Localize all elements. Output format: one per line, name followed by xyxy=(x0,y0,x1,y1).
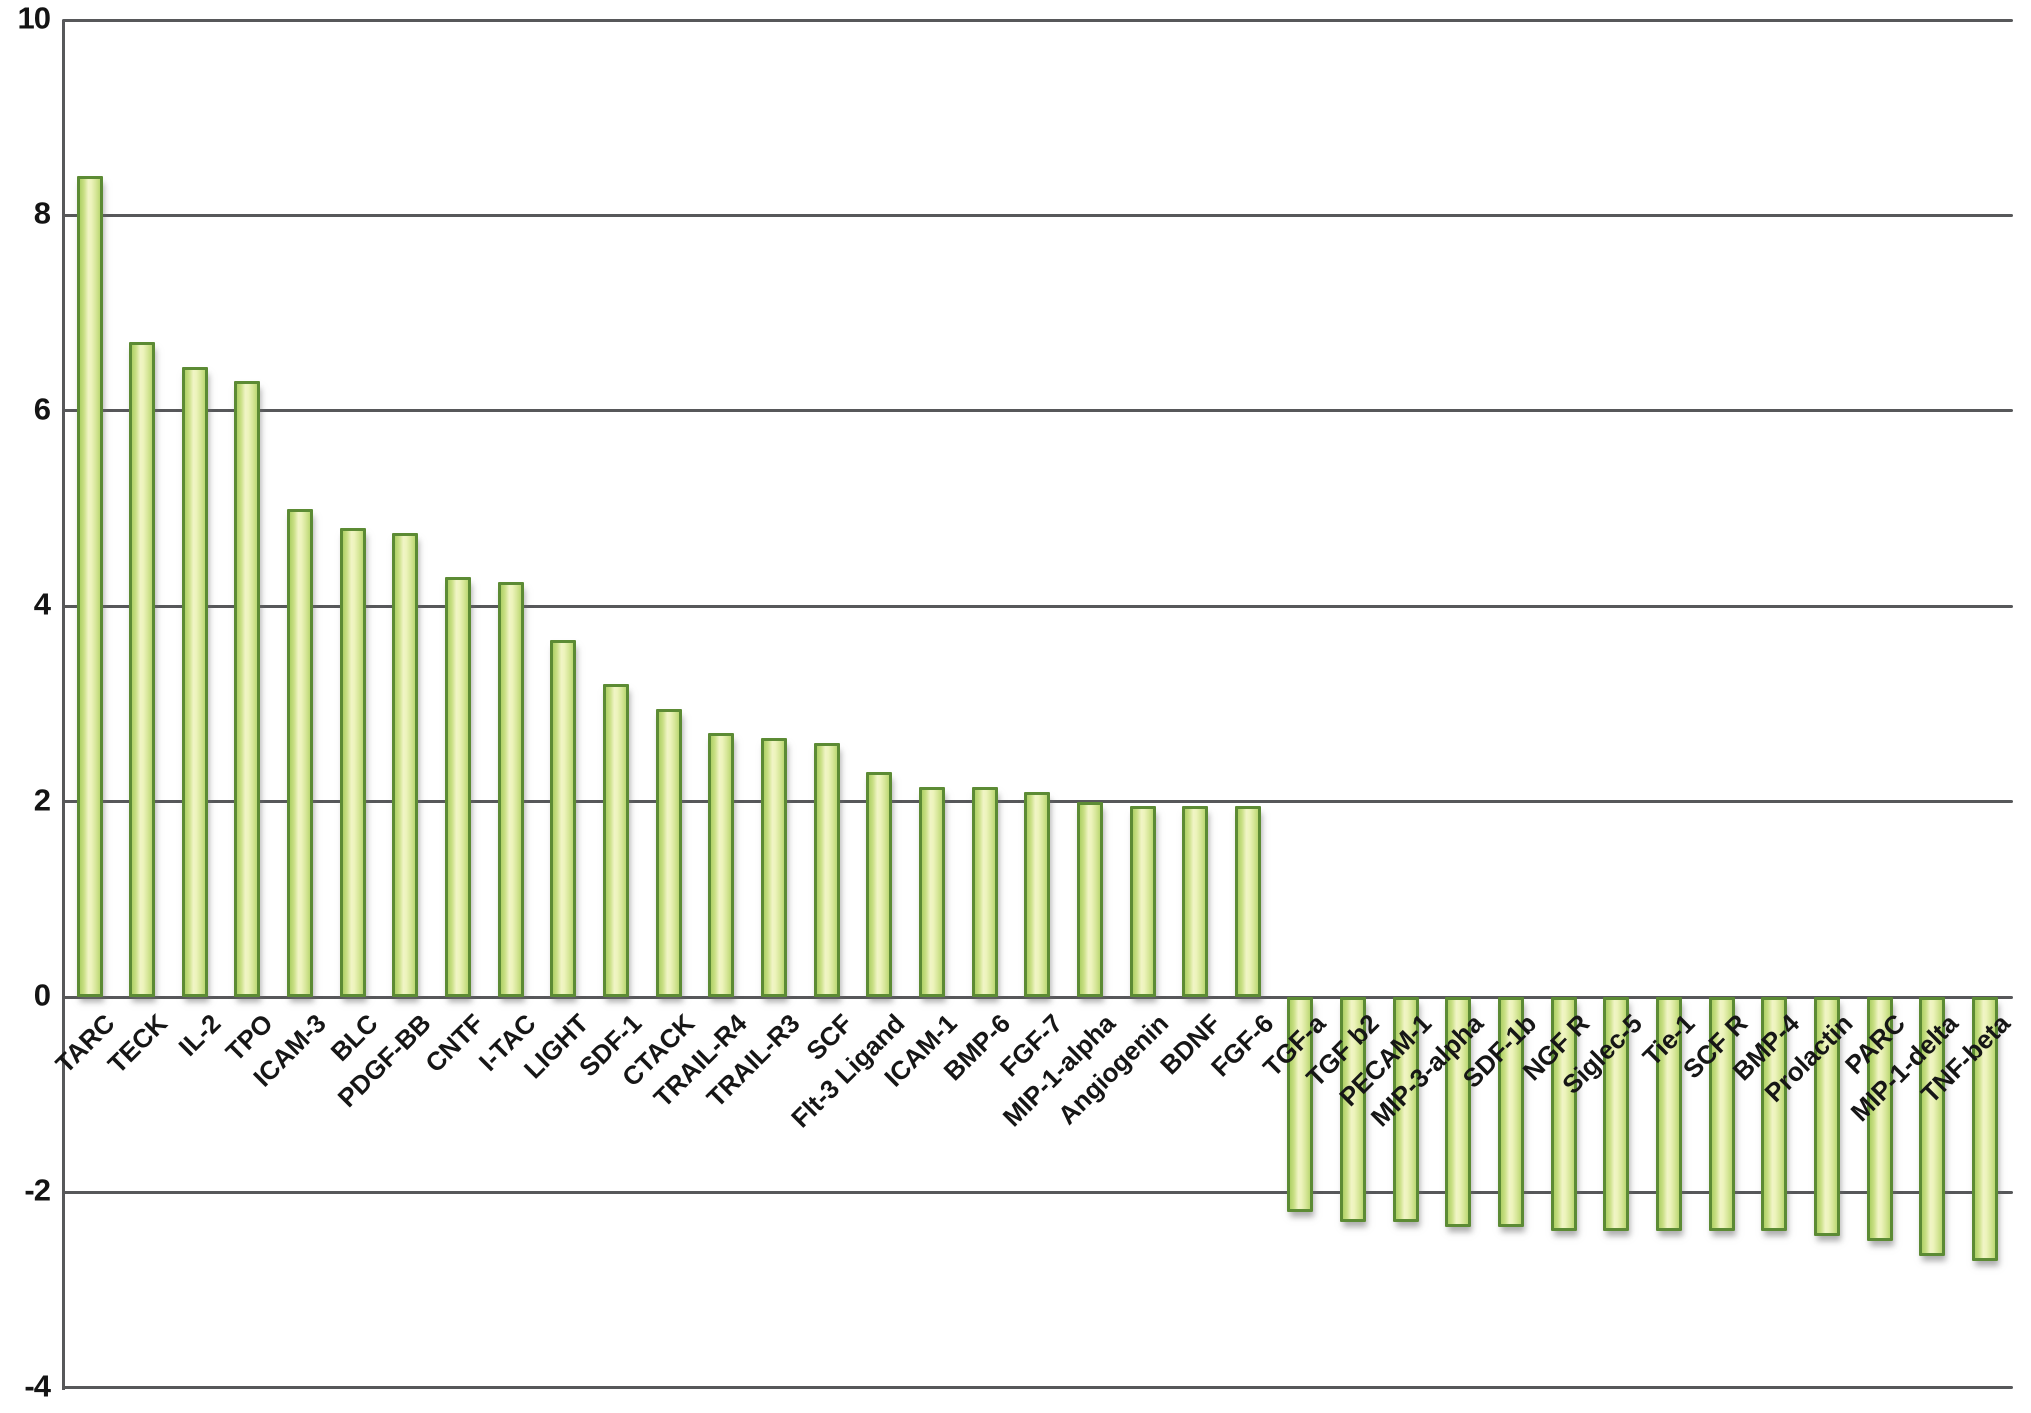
x-label-IL-2: IL-2 xyxy=(172,1008,227,1062)
y-tick-label-2: 2 xyxy=(33,782,51,818)
x-label-CNTF: CNTF xyxy=(419,1008,490,1079)
y-axis-line xyxy=(62,20,65,1390)
bar-NGF R xyxy=(1550,997,1577,1232)
bar-MIP-1-delta xyxy=(1919,997,1946,1256)
bar-PECAM-1 xyxy=(1392,997,1419,1222)
bar-Siglec-5 xyxy=(1603,997,1630,1232)
bar-PDGF-BB xyxy=(392,532,419,997)
bar-Prolactin xyxy=(1813,997,1840,1237)
bar-MIP-1-alpha xyxy=(1076,801,1103,997)
bar-CNTF xyxy=(445,576,472,997)
x-label-TARC: TARC xyxy=(49,1008,121,1079)
bar-Tie-1 xyxy=(1656,997,1682,1232)
gridline--2 xyxy=(62,1190,2013,1194)
gridline-4 xyxy=(62,604,2013,608)
y-tick-label--4: -4 xyxy=(24,1368,51,1404)
y-tick-label-10: 10 xyxy=(17,0,51,36)
bar-BLC xyxy=(339,528,366,997)
bar-BDNF xyxy=(1182,806,1209,997)
gridline-6 xyxy=(62,409,2013,413)
bar-TGF b2 xyxy=(1340,997,1367,1222)
bar-SDF-1 xyxy=(603,684,629,997)
y-tick-label--2: -2 xyxy=(24,1172,51,1208)
x-label-TECK: TECK xyxy=(102,1008,174,1080)
gridline--4 xyxy=(62,1386,2013,1390)
bar-PARC xyxy=(1866,997,1893,1242)
bar-SCF xyxy=(813,742,840,997)
bar-BMP-6 xyxy=(971,786,998,997)
bar-ICAM-1 xyxy=(918,786,945,997)
y-tick-label-4: 4 xyxy=(33,586,51,622)
bar-TRAIL-R3 xyxy=(760,738,787,997)
bar-TPO xyxy=(234,381,261,997)
bar-IL-2 xyxy=(181,366,208,997)
bar-SCF R xyxy=(1708,997,1735,1232)
gridline-10 xyxy=(62,18,2013,22)
bar-TRAIL-R4 xyxy=(708,733,735,997)
bar-I-TAC xyxy=(497,581,524,997)
y-tick-label-0: 0 xyxy=(33,977,51,1013)
gridline-8 xyxy=(62,213,2013,217)
bar-Flt-3 Ligand xyxy=(866,772,893,997)
gridline-0 xyxy=(62,995,2013,999)
bar-FGF-7 xyxy=(1024,791,1051,997)
bar-CTACK xyxy=(655,708,682,997)
bar-Angiogenin xyxy=(1129,806,1156,997)
bar-TECK xyxy=(129,342,156,997)
bar-FGF-6 xyxy=(1234,806,1261,997)
bar-TNF-beta xyxy=(1971,997,1998,1261)
bar-TGF-a xyxy=(1287,997,1314,1212)
y-tick-label-6: 6 xyxy=(33,391,51,427)
bar-BMP-4 xyxy=(1761,997,1788,1232)
bar-TARC xyxy=(76,176,103,997)
bar-ICAM-3 xyxy=(287,508,314,997)
bar-LIGHT xyxy=(550,640,577,997)
bar-MIP-3-alpha xyxy=(1445,997,1472,1227)
bar-SDF-1b xyxy=(1498,997,1525,1227)
y-tick-label-8: 8 xyxy=(33,195,51,231)
